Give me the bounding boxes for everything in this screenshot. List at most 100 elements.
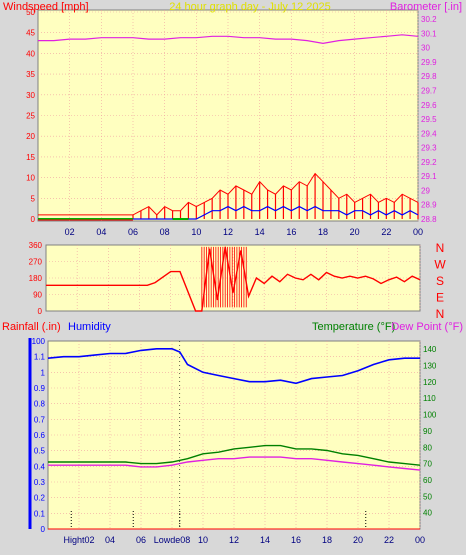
x-tick-label: 18: [318, 227, 328, 237]
direction-tick-label: 180: [29, 274, 43, 283]
temperature-tick-label: 120: [423, 378, 437, 387]
x-tick-label: 04: [96, 227, 106, 237]
wind-tick-label: 30: [26, 91, 35, 100]
direction-tick-label: 0: [38, 307, 43, 316]
wind-tick-label: 35: [26, 70, 35, 79]
barometer-axis-label: Barometer [.in]: [390, 1, 462, 13]
humidity-tick-label: 0: [41, 525, 46, 534]
humidity-tick-label: 0.2: [34, 494, 46, 503]
barometer-tick-label: 29.1: [421, 172, 437, 181]
x-tick-label: 22: [384, 535, 394, 545]
barometer-tick-label: 29.9: [421, 58, 437, 67]
temperature-tick-label: 140: [423, 345, 437, 354]
humidity-tick-label: 0.3: [34, 478, 46, 487]
compass-label: S: [436, 274, 444, 288]
dewpoint-line: [48, 456, 421, 471]
humidity-tick-label: 0.5: [34, 447, 46, 456]
direction-tick-label: 360: [29, 241, 43, 250]
x-tick-label: 02: [65, 227, 75, 237]
direction-tick-label: 270: [29, 258, 43, 267]
wind-barometer-marks: [38, 34, 419, 221]
x-tick-label: 10: [198, 535, 208, 545]
x-tick-label: 22: [381, 227, 391, 237]
temperature-tick-label: 130: [423, 362, 437, 371]
humidity-tick-label: 0.1: [34, 509, 46, 518]
barometer-tick-label: 29: [421, 186, 430, 195]
x-tick-label: Lowde08: [154, 535, 191, 545]
wind-direction-marks: [46, 246, 421, 312]
wind-tick-label: 20: [26, 132, 35, 141]
x-tick-label: 12: [229, 535, 239, 545]
compass-label: N: [436, 307, 445, 321]
barometer-tick-label: 29.6: [421, 101, 437, 110]
x-tick-label: 00: [415, 535, 425, 545]
wind-tick-label: 0: [31, 215, 36, 224]
temperature-tick-label: 90: [423, 427, 432, 436]
humidity-top-tick-label: 100: [32, 337, 46, 346]
x-tick-label: 00: [413, 227, 423, 237]
humidity-tick-label: 0.8: [34, 400, 46, 409]
direction-line: [46, 246, 421, 312]
temperature-tick-label: 60: [423, 476, 432, 485]
x-tick-label: Hight02: [63, 535, 94, 545]
x-tick-label: 14: [260, 535, 270, 545]
temperature-axis-label: Temperature (°F): [312, 321, 395, 333]
wind-average-line: [38, 205, 419, 220]
wind-tick-label: 25: [26, 112, 35, 121]
barometer-tick-label: 29.4: [421, 129, 437, 138]
humidity-tick-label: 0.7: [34, 415, 46, 424]
temperature-tick-label: 50: [423, 492, 432, 501]
wind-tick-label: 40: [26, 49, 35, 58]
chart-title: 24 hour graph day - July 12 2025: [169, 1, 330, 13]
wind-axis-label: Windspeed [mph]: [3, 1, 89, 13]
barometer-tick-label: 29.3: [421, 144, 437, 153]
x-tick-label: 18: [322, 535, 332, 545]
barometer-line: [38, 34, 419, 45]
dewpoint-axis-label: Dew Point (°F): [391, 321, 463, 333]
humidity-tick-label: 0.9: [34, 384, 46, 393]
temp-humidity-marks: [47, 341, 421, 530]
wind-tick-label: 10: [26, 174, 35, 183]
wind-tick-label: 15: [26, 153, 35, 162]
wind-tick-label: 5: [31, 194, 36, 203]
temp-humidity-grid: [48, 341, 421, 529]
temp-humidity-ticks: 0 0.1 0.2 0.3 0.4 0.5 0.6 0.7 0.8 0.9 1 1.1 100 40 50 6…: [32, 337, 437, 545]
gust-line: [38, 172, 419, 216]
temperature-tick-label: 70: [423, 460, 432, 469]
x-tick-label: 12: [223, 227, 233, 237]
barometer-tick-label: 28.9: [421, 201, 437, 210]
temperature-tick-label: 40: [423, 509, 432, 518]
barometer-tick-label: 30.2: [421, 15, 437, 24]
x-tick-label: 20: [353, 535, 363, 545]
temperature-tick-label: 100: [423, 411, 437, 420]
temperature-tick-label: 80: [423, 443, 432, 452]
x-tick-label: 16: [286, 227, 296, 237]
barometer-tick-label: 30: [421, 44, 430, 53]
temperature-line: [48, 444, 421, 466]
humidity-axis-label: Humidity: [68, 321, 111, 333]
compass-label: W: [434, 258, 446, 272]
humidity-tick-label: 1.1: [34, 353, 46, 362]
x-tick-label: 20: [350, 227, 360, 237]
x-tick-label: 08: [160, 227, 170, 237]
compass-label: N: [436, 241, 445, 255]
humidity-tick-label: 0.4: [34, 462, 46, 471]
x-tick-label: 10: [191, 227, 201, 237]
x-tick-label: 14: [255, 227, 265, 237]
rainfall-axis-label: Rainfall (.in): [2, 321, 61, 333]
wind-tick-label: 45: [26, 29, 35, 38]
humidity-tick-label: 0.6: [34, 431, 46, 440]
x-tick-label: 06: [128, 227, 138, 237]
barometer-tick-label: 29.2: [421, 158, 437, 167]
wind-barometer-ticks: 0 5 10 15 20 25 30 35 40 45 50 28.8 28.9 29 29.1 29.2 29…: [26, 8, 437, 237]
direction-tick-label: 90: [33, 291, 42, 300]
wind-barometer-grid: [38, 10, 419, 221]
barometer-tick-label: 29.5: [421, 115, 437, 124]
x-tick-label: 06: [136, 535, 146, 545]
x-tick-label: 16: [291, 535, 301, 545]
barometer-tick-label: 29.7: [421, 87, 437, 96]
x-tick-label: 04: [105, 535, 115, 545]
